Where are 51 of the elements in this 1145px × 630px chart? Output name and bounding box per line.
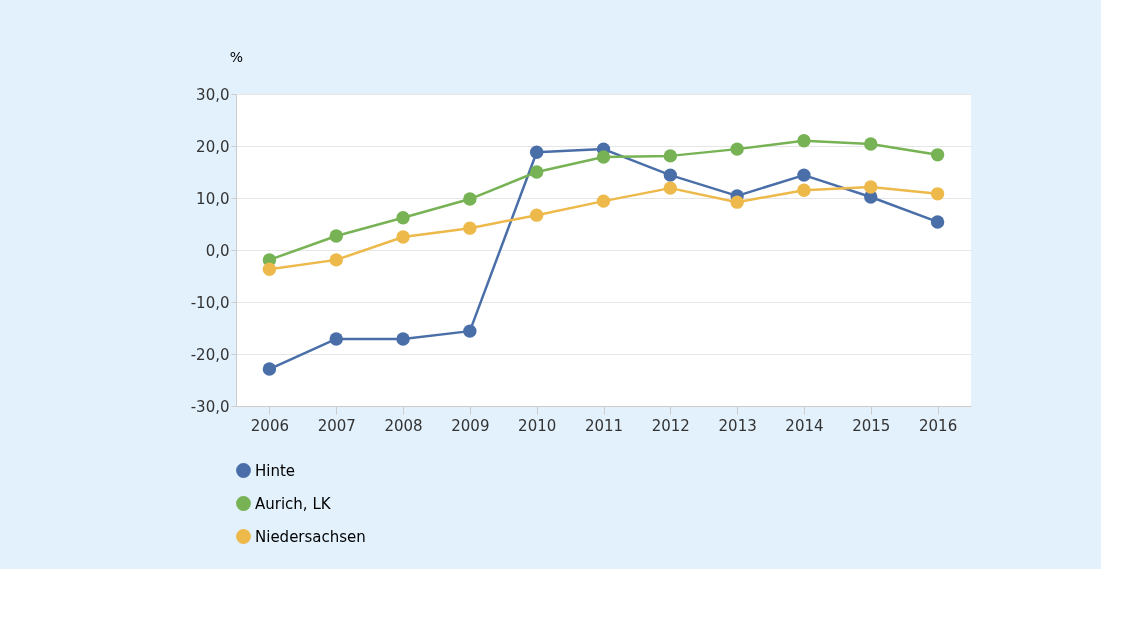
x-tick-label: 2013: [718, 416, 757, 435]
point: [663, 168, 678, 182]
point: [396, 332, 410, 346]
legend-label: Niedersachsen: [255, 527, 366, 546]
point: [529, 145, 544, 159]
y-tick-label: 10,0: [196, 189, 230, 208]
point: [797, 168, 811, 182]
x-tick-label: 2006: [250, 416, 289, 435]
point: [396, 230, 410, 244]
point: [663, 149, 678, 163]
x-tick-label: 2016: [919, 416, 958, 435]
point: [463, 192, 477, 206]
point: [329, 253, 343, 267]
point: [596, 194, 611, 208]
point: [529, 208, 544, 222]
point: [730, 142, 744, 156]
x-tick-label: 2008: [384, 416, 423, 435]
point: [529, 165, 544, 179]
point: [329, 229, 343, 243]
point: [329, 332, 343, 346]
legend-label: Hinte: [255, 461, 296, 480]
point: [730, 195, 744, 209]
point: [262, 262, 277, 276]
x-tick-label: 2007: [317, 416, 356, 435]
point: [396, 211, 410, 225]
point: [930, 148, 945, 162]
point: [864, 137, 878, 151]
point: [463, 324, 477, 338]
y-tick-label: 20,0: [196, 137, 230, 156]
point: [596, 150, 611, 164]
x-tick-label: 2009: [451, 416, 490, 435]
point: [262, 362, 277, 376]
y-tick-label: -10,0: [190, 293, 230, 312]
y-tick-label: 0,0: [205, 241, 230, 260]
x-tick-label: 2014: [785, 416, 824, 435]
point: [930, 187, 945, 201]
point: [463, 221, 477, 235]
y-tick-label: -20,0: [190, 345, 230, 364]
point: [797, 183, 811, 197]
point: [663, 181, 678, 195]
y-axis-title: %: [229, 48, 244, 65]
legend-label: Aurich, LK: [255, 494, 332, 513]
x-tick-label: 2012: [651, 416, 690, 435]
point: [864, 180, 878, 194]
y-tick-label: -30,0: [190, 397, 230, 416]
point: [797, 134, 811, 148]
x-tick-label: 2011: [584, 416, 624, 435]
y-tick-label: 30,0: [196, 85, 230, 104]
x-tick-label: 2015: [852, 416, 891, 435]
x-tick-label: 2010: [518, 416, 557, 435]
point: [930, 215, 945, 229]
